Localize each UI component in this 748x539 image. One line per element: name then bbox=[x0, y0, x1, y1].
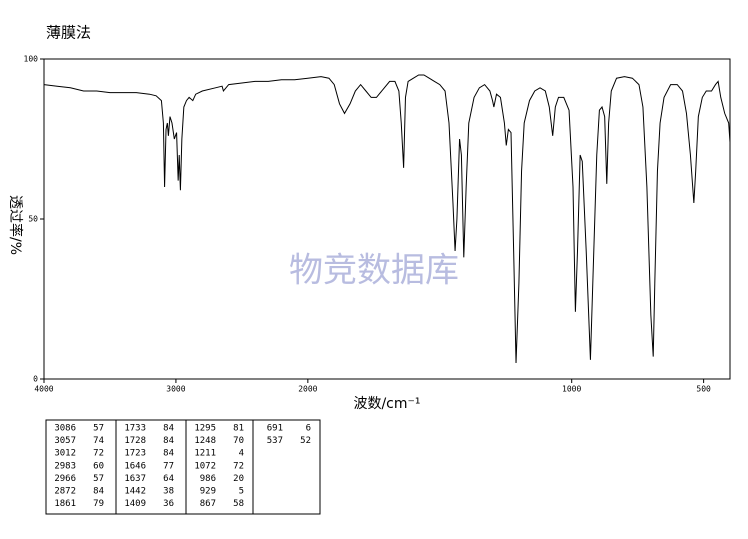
table-cell: 1248 bbox=[194, 436, 216, 446]
table-cell: 84 bbox=[163, 436, 174, 446]
table-cell: 1072 bbox=[194, 461, 216, 471]
table-cell: 4 bbox=[239, 449, 244, 459]
table-cell: 79 bbox=[93, 499, 104, 509]
table-cell: 64 bbox=[163, 474, 174, 484]
table-cell: 20 bbox=[233, 474, 244, 484]
table-cell: 74 bbox=[93, 436, 104, 446]
table-cell: 1637 bbox=[124, 474, 146, 484]
y-tick-label: 50 bbox=[28, 215, 38, 224]
table-cell: 691 bbox=[267, 424, 283, 434]
table-cell: 84 bbox=[163, 424, 174, 434]
chart-title: 薄膜法 bbox=[46, 24, 91, 42]
table-cell: 1646 bbox=[124, 461, 146, 471]
table-cell: 1442 bbox=[124, 487, 146, 497]
table-cell: 3012 bbox=[54, 449, 76, 459]
table-cell: 57 bbox=[93, 474, 104, 484]
table-cell: 81 bbox=[233, 424, 244, 434]
table-cell: 1723 bbox=[124, 449, 146, 459]
table-cell: 1861 bbox=[54, 499, 76, 509]
table-cell: 2966 bbox=[54, 474, 76, 484]
table-cell: 58 bbox=[233, 499, 244, 509]
table-cell: 84 bbox=[163, 449, 174, 459]
table-cell: 1733 bbox=[124, 424, 146, 434]
peak-table-frame bbox=[45, 419, 321, 515]
table-cell: 1211 bbox=[194, 449, 216, 459]
table-cell: 36 bbox=[163, 499, 174, 509]
table-cell: 2983 bbox=[54, 461, 76, 471]
y-tick-label: 0 bbox=[33, 375, 38, 384]
table-cell: 57 bbox=[93, 424, 104, 434]
table-cell: 1409 bbox=[124, 499, 146, 509]
table-cell: 986 bbox=[200, 474, 216, 484]
table-cell: 5 bbox=[239, 487, 244, 497]
watermark: 物竞数据库 bbox=[289, 251, 459, 291]
table-cell: 1295 bbox=[194, 424, 216, 434]
table-cell: 72 bbox=[233, 461, 244, 471]
table-cell: 77 bbox=[163, 461, 174, 471]
table-cell: 60 bbox=[93, 461, 104, 471]
x-tick-label: 4000 bbox=[34, 385, 53, 394]
x-axis-label: 波数/cm⁻¹ bbox=[353, 396, 420, 412]
spectrum-line bbox=[43, 74, 731, 364]
table-cell: 38 bbox=[163, 487, 174, 497]
table-cell: 3057 bbox=[54, 436, 76, 446]
table-cell: 84 bbox=[93, 487, 104, 497]
table-cell: 70 bbox=[233, 436, 244, 446]
x-tick-label: 2000 bbox=[298, 385, 317, 394]
table-cell: 1728 bbox=[124, 436, 146, 446]
table-cell: 537 bbox=[267, 436, 283, 446]
table-cell: 2872 bbox=[54, 487, 76, 497]
y-tick-label: 100 bbox=[24, 55, 39, 64]
y-axis-label: 透过率/% bbox=[7, 195, 24, 255]
table-cell: 72 bbox=[93, 449, 104, 459]
plot-frame bbox=[43, 58, 731, 380]
x-tick-label: 1000 bbox=[562, 385, 581, 394]
table-cell: 867 bbox=[200, 499, 216, 509]
x-tick-label: 500 bbox=[696, 385, 711, 394]
table-cell: 6 bbox=[306, 424, 311, 434]
x-tick-label: 3000 bbox=[166, 385, 185, 394]
table-cell: 52 bbox=[300, 436, 311, 446]
table-cell: 3086 bbox=[54, 424, 76, 434]
table-cell: 929 bbox=[200, 487, 216, 497]
